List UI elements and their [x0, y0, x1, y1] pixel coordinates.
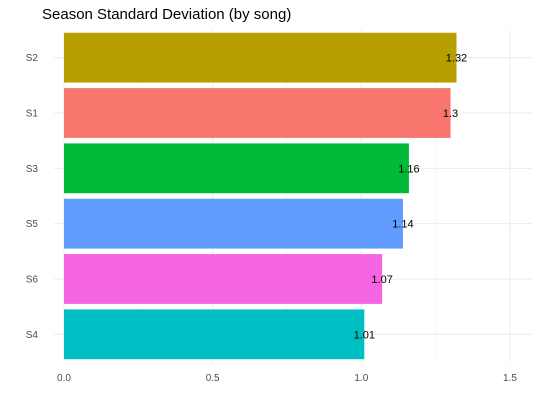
bar-s4 — [64, 309, 365, 360]
y-tick-label-s4: S4 — [26, 330, 39, 341]
value-label-s1: 1.3 — [443, 108, 458, 120]
y-tick-label-s1: S1 — [26, 109, 39, 120]
chart-title: Season Standard Deviation (by song) — [42, 6, 292, 23]
bar-s3 — [64, 143, 409, 194]
value-label-layer: 1.32 1.3 1.16 1.14 1.07 1.01 — [354, 53, 468, 342]
y-tick-label-s6: S6 — [26, 275, 39, 286]
bar-s5 — [64, 198, 403, 249]
value-label-s3: 1.16 — [398, 163, 419, 175]
value-label-s6: 1.07 — [371, 274, 392, 286]
bar-s6 — [64, 254, 383, 304]
x-tick-label: 0.0 — [57, 373, 71, 384]
axis-layer: S2 S1 S3 S5 S6 S4 0.0 0.5 1.0 1.5 — [26, 53, 518, 384]
value-label-s5: 1.14 — [392, 219, 413, 231]
x-tick-label: 1.0 — [354, 373, 368, 384]
value-label-s4: 1.01 — [354, 329, 375, 341]
bar-s2 — [64, 32, 457, 83]
y-tick-label-s3: S3 — [26, 164, 39, 175]
x-tick-label: 0.5 — [206, 373, 220, 384]
value-label-s2: 1.32 — [446, 53, 467, 65]
y-tick-label-s5: S5 — [26, 219, 39, 230]
x-tick-label: 1.5 — [503, 373, 517, 384]
bar-layer — [64, 32, 457, 360]
bar-s1 — [64, 88, 451, 138]
y-tick-label-s2: S2 — [26, 53, 39, 64]
